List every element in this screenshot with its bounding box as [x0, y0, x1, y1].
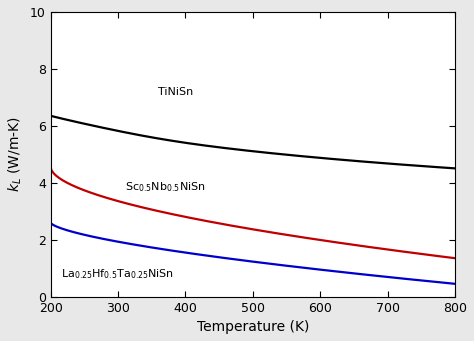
Text: La$_{0.25}$Hf$_{0.5}$Ta$_{0.25}$NiSn: La$_{0.25}$Hf$_{0.5}$Ta$_{0.25}$NiSn — [61, 267, 173, 281]
Y-axis label: $k_L$ (W/m-K): $k_L$ (W/m-K) — [7, 117, 24, 192]
X-axis label: Temperature (K): Temperature (K) — [197, 320, 309, 334]
Text: Sc$_{0.5}$Nb$_{0.5}$NiSn: Sc$_{0.5}$Nb$_{0.5}$NiSn — [125, 180, 206, 194]
Text: TiNiSn: TiNiSn — [158, 87, 194, 97]
